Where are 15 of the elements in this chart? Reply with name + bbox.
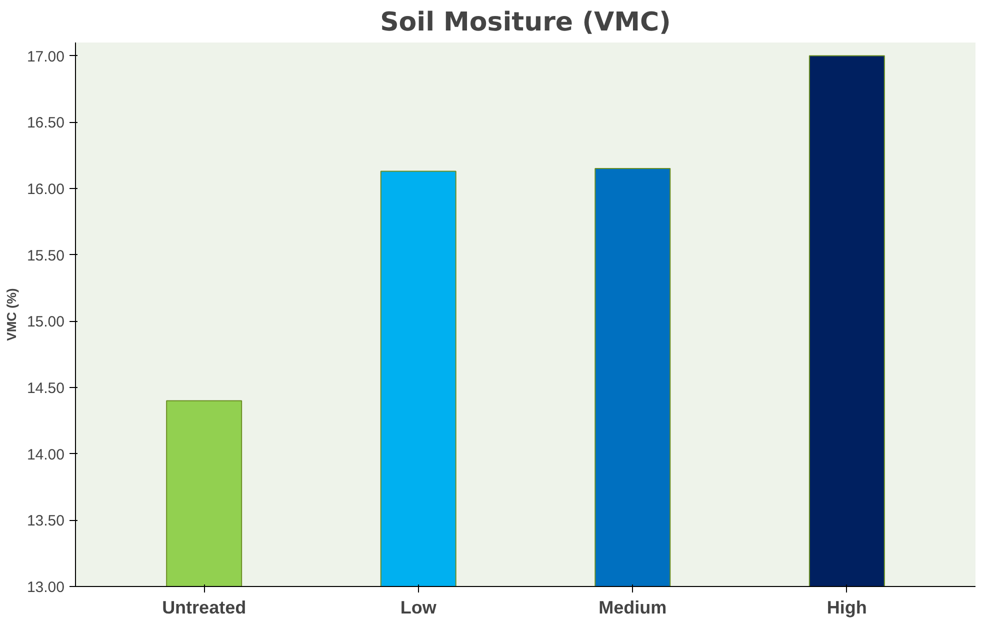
y-tick-label: 16.00 (26, 180, 65, 198)
y-tick-label: 17.00 (26, 48, 65, 66)
x-tick-label: Untreated (162, 598, 246, 618)
y-axis-title: VMC (%) (4, 288, 19, 341)
y-tick-label: 16.50 (26, 114, 65, 132)
y-tick-label: 14.50 (26, 380, 65, 397)
chart-title: Soil Mositure (VMC) (380, 8, 671, 38)
y-tick-label: 14.00 (26, 446, 65, 464)
x-tick-label: Low (400, 598, 438, 618)
y-tick-label: 13.00 (26, 579, 65, 596)
y-tick-label: 15.50 (26, 247, 65, 264)
y-tick-label: 15.00 (26, 314, 65, 331)
x-tick-label: High (826, 598, 867, 618)
x-tick-label: Medium (598, 598, 667, 618)
y-tick-label: 13.50 (26, 512, 65, 530)
